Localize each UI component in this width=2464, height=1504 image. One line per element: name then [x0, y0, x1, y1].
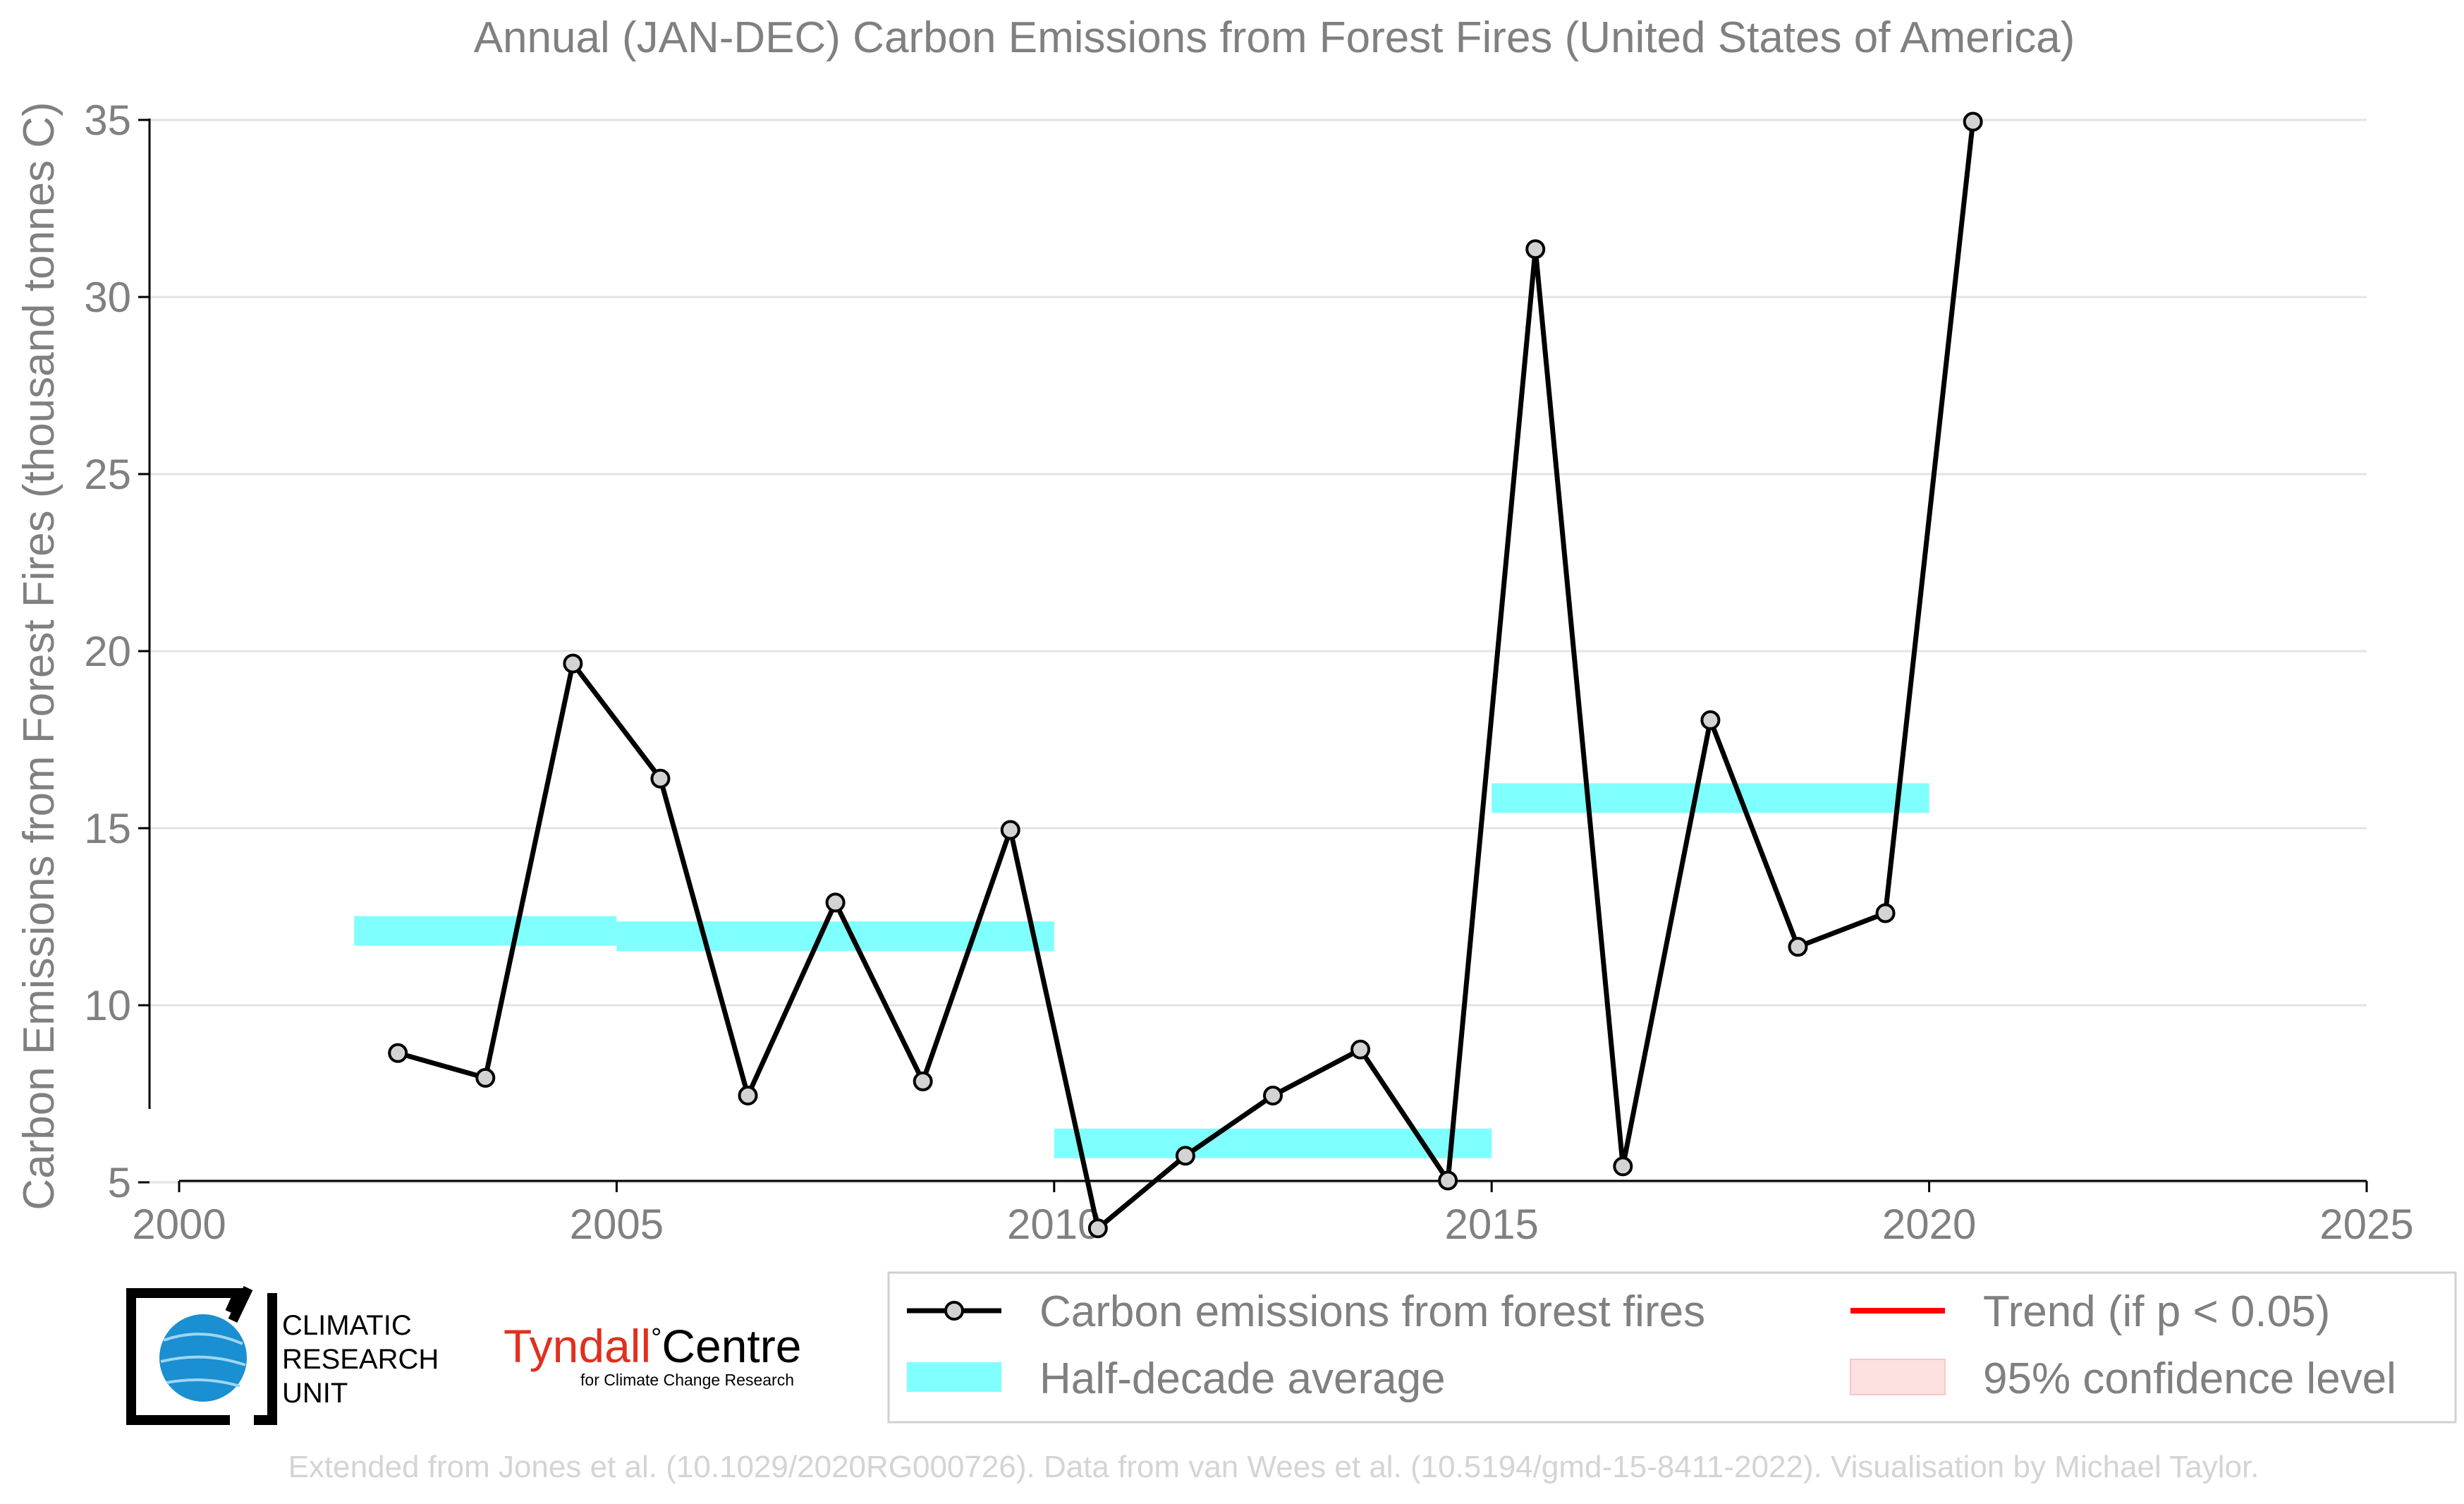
grid-lines	[150, 119, 2367, 1184]
y-tick-label-5: 5	[108, 1159, 131, 1206]
x-tick-label-2000: 2000	[132, 1201, 226, 1248]
tyndall-logo: Tyndall°Centre for Climate Change Resear…	[504, 1320, 801, 1389]
half-decade-bar-1	[616, 921, 1054, 952]
data-point-6	[913, 1071, 933, 1091]
data-point-0	[388, 1043, 408, 1063]
legend-label-confidence: 95% confidence level	[1983, 1354, 2396, 1403]
cru-logo-line-1: CLIMATIC	[282, 1310, 412, 1341]
data-point-12	[1438, 1170, 1458, 1191]
data-point-4	[738, 1086, 758, 1106]
data-point-5	[825, 892, 846, 913]
half-decade-bar-0	[354, 916, 617, 946]
legend-label-trend: Trend (if p < 0.05)	[1983, 1287, 2330, 1336]
x-tick-label-2020: 2020	[1882, 1201, 1976, 1248]
data-point-16	[1788, 937, 1808, 957]
data-point-3	[650, 768, 671, 789]
cru-logo-line-3: UNIT	[282, 1378, 348, 1409]
data-point-15	[1700, 710, 1721, 730]
data-point-17	[1875, 903, 1896, 923]
globe-lines	[160, 1333, 246, 1388]
data-point-18	[1963, 111, 1983, 132]
legend-item-emissions: Carbon emissions from forest fires	[907, 1287, 1705, 1336]
y-axis: 5 10 15 20 25 30 35	[84, 97, 151, 1206]
series-line-0	[397, 121, 1976, 1231]
legend-frame	[887, 1271, 2457, 1424]
data-point-9	[1175, 1146, 1195, 1166]
data-point-7	[1000, 820, 1020, 840]
x-tick-label-2025: 2025	[2319, 1201, 2413, 1248]
legend-label-emissions: Carbon emissions from forest fires	[1039, 1287, 1705, 1336]
y-axis-label: Carbon Emissions from Forest Fires (thou…	[15, 102, 63, 1210]
y-tick-label-10: 10	[84, 982, 131, 1029]
data-point-14	[1613, 1156, 1633, 1177]
chart-title: Annual (JAN-DEC) Carbon Emissions from F…	[474, 13, 2075, 62]
x-tick-label-2015: 2015	[1444, 1201, 1538, 1248]
y-tick-label-30: 30	[84, 274, 131, 321]
legend: Carbon emissions from forest fires Half-…	[887, 1271, 2457, 1424]
legend-label-half-decade: Half-decade average	[1039, 1354, 1446, 1403]
x-tick-label-2010: 2010	[1007, 1201, 1101, 1248]
half-decade-bar-3	[1492, 783, 1929, 813]
tyndall-logo-subtitle: for Climate Change Research	[580, 1371, 794, 1389]
emissions-series	[388, 111, 1983, 1239]
credit-line: Extended from Jones et al. (10.1029/2020…	[288, 1450, 2259, 1484]
tyndall-logo-name: Tyndall	[504, 1320, 651, 1372]
cru-logo: CLIMATIC RESEARCH UNIT	[126, 1285, 439, 1425]
x-tick-label-2005: 2005	[570, 1201, 664, 1248]
legend-item-half-decade: Half-decade average	[907, 1354, 1446, 1403]
legend-item-confidence: 95% confidence level	[1850, 1354, 2396, 1403]
data-point-13	[1525, 239, 1546, 260]
y-tick-label-25: 25	[84, 451, 131, 498]
data-point-2	[563, 653, 583, 674]
cru-logo-slash	[228, 1285, 253, 1323]
half-decade-average-bars	[354, 783, 1929, 1158]
y-tick-label-20: 20	[84, 628, 131, 675]
data-point-10	[1263, 1086, 1283, 1106]
x-axis: 2000 2005 2010 2015 2020 2025	[132, 1179, 2414, 1248]
data-point-8	[1087, 1218, 1108, 1239]
cru-logo-bracket-right	[131, 1288, 277, 1425]
y-tick-label-35: 35	[84, 97, 131, 144]
legend-item-trend: Trend (if p < 0.05)	[1850, 1287, 2330, 1336]
data-point-11	[1350, 1039, 1371, 1060]
tyndall-logo-centre: Centre	[661, 1320, 801, 1372]
data-point-1	[475, 1067, 496, 1088]
cru-logo-line-2: RESEARCH	[282, 1344, 439, 1375]
y-tick-label-15: 15	[84, 805, 131, 852]
tyndall-logo-title: Tyndall°Centre	[504, 1320, 801, 1372]
tyndall-logo-degree: °	[651, 1323, 661, 1353]
